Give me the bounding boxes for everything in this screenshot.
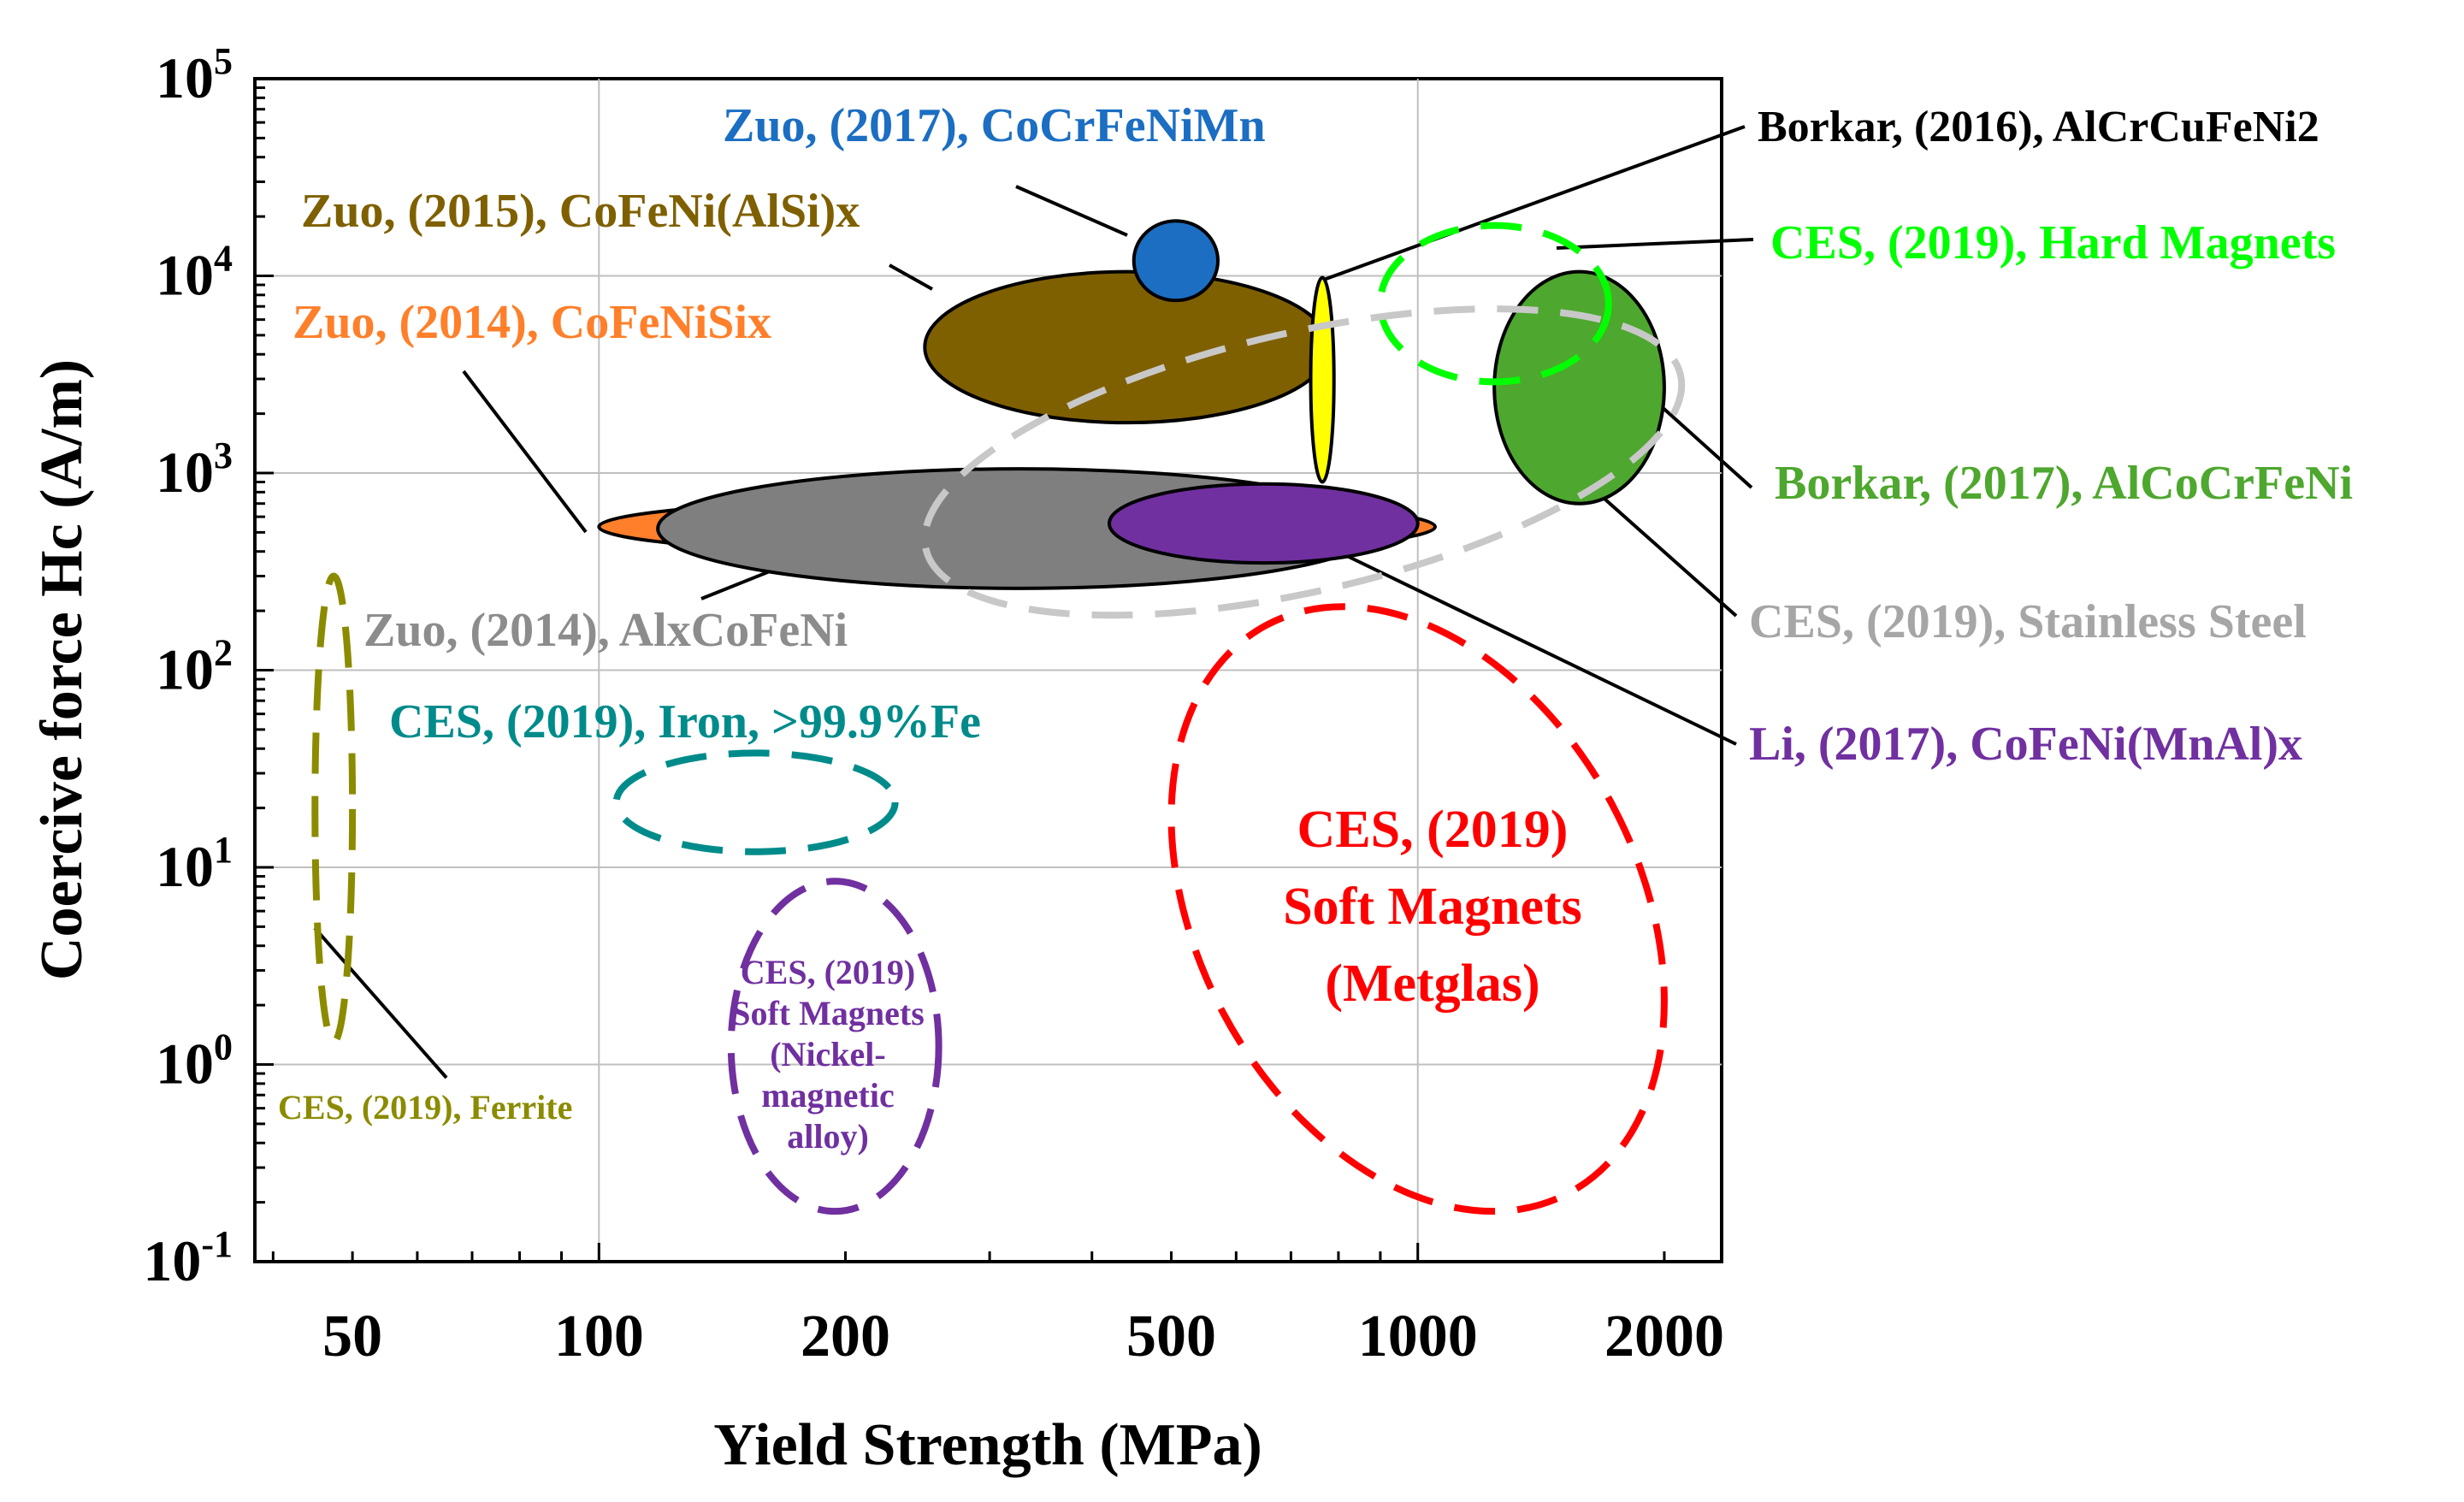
y-tick-label: 100	[156, 1026, 233, 1097]
regions	[311, 219, 1686, 1215]
region-label: Zuo, (2015), CoFeNi(AlSi)x	[301, 185, 860, 238]
region-label: CES, (2019), Ferrite	[278, 1088, 572, 1126]
region-label: Li, (2017), CoFeNi(MnAl)x	[1749, 718, 2302, 771]
x-tick-label: 200	[801, 1304, 890, 1369]
region-ces-2019-stainless-steel	[921, 305, 1686, 619]
leader-line	[700, 570, 771, 600]
y-tick-label: 105	[156, 40, 233, 110]
region-li-2017-cofeni-mnal-x	[1108, 482, 1420, 565]
x-axis-title: Yield Strength (MPa)	[713, 1412, 1262, 1478]
region-ces-2019-ferrite	[311, 572, 357, 1046]
y-tick-label: 102	[156, 632, 233, 702]
x-tick-label: 50	[322, 1304, 382, 1369]
region-label: CES, (2019), Hard Magnets	[1770, 216, 2336, 269]
leader-line	[1015, 185, 1128, 237]
leader-line	[313, 926, 448, 1079]
leader-line	[889, 263, 933, 291]
leader-line	[1321, 125, 1746, 282]
region-ces-2019-soft-magnets-metglas	[1167, 603, 1668, 1215]
region-label-line: alloy)	[787, 1117, 869, 1156]
y-axis-title: Coercive force Hc (A/m)	[29, 359, 95, 980]
ticks: 50 100 200 500 1000 2000 10-1 100 101 102 103 104 10…	[143, 40, 1724, 1369]
y-tick-label: 10-1	[143, 1223, 233, 1293]
x-tick-label: 100	[554, 1304, 644, 1369]
region-label-line: Soft Magnets	[1283, 878, 1582, 936]
region-label-line: magnetic	[761, 1076, 895, 1115]
region-label-line: (Nickel-	[770, 1035, 886, 1073]
region-label: Zuo, (2017), CoCrFeNiMn	[723, 99, 1266, 152]
region-label-line: CES, (2019)	[741, 953, 915, 991]
leader-line	[1556, 238, 1754, 250]
region-borkar-2017-alcocrfeni	[1492, 269, 1666, 506]
region-label: CES, (2019), Stainless Steel	[1749, 595, 2307, 648]
region-ces-2019-iron-99-9-fe	[612, 749, 899, 855]
region-label: Borkar, (2017), AlCoCrFeNi	[1775, 457, 2353, 510]
region-label: Zuo, (2014), AlxCoFeNi	[363, 604, 848, 657]
region-label-line: Soft Magnets	[731, 994, 925, 1032]
region-zuo-2015-cofeni-alsi-x	[923, 269, 1332, 425]
y-tick-label: 101	[156, 829, 233, 899]
region-label: Zuo, (2014), CoFeNiSix	[292, 296, 771, 349]
leader-line	[1346, 554, 1737, 746]
region-label: CES, (2019), Iron, >99.9%Fe	[389, 695, 981, 748]
region-ces-2019-hard-magnets	[1376, 222, 1612, 386]
region-ces-2019-soft-magnets-nickel-magnetic-alloy	[727, 878, 942, 1215]
region-label: Borkar, (2016), AlCrCuFeNi2	[1758, 103, 2319, 151]
region-label-line: CES, (2019)	[1297, 801, 1569, 859]
x-tick-label: 2000	[1604, 1304, 1724, 1369]
region-zuo-2017-cocrfenimn	[1132, 219, 1220, 303]
leader-line	[1581, 477, 1738, 618]
y-tick-label: 103	[156, 435, 233, 505]
y-tick-label: 104	[156, 238, 233, 308]
region-label-line: (Metglas)	[1325, 955, 1539, 1013]
leader-line	[462, 370, 588, 534]
region-borkar-2016-alcrcufeni2	[1309, 275, 1336, 484]
region-labels: Zuo, (2017), CoCrFeNiMn Zuo, (2015), CoFe…	[278, 99, 2353, 1156]
x-tick-label: 1000	[1358, 1304, 1478, 1369]
x-tick-label: 500	[1126, 1304, 1216, 1369]
